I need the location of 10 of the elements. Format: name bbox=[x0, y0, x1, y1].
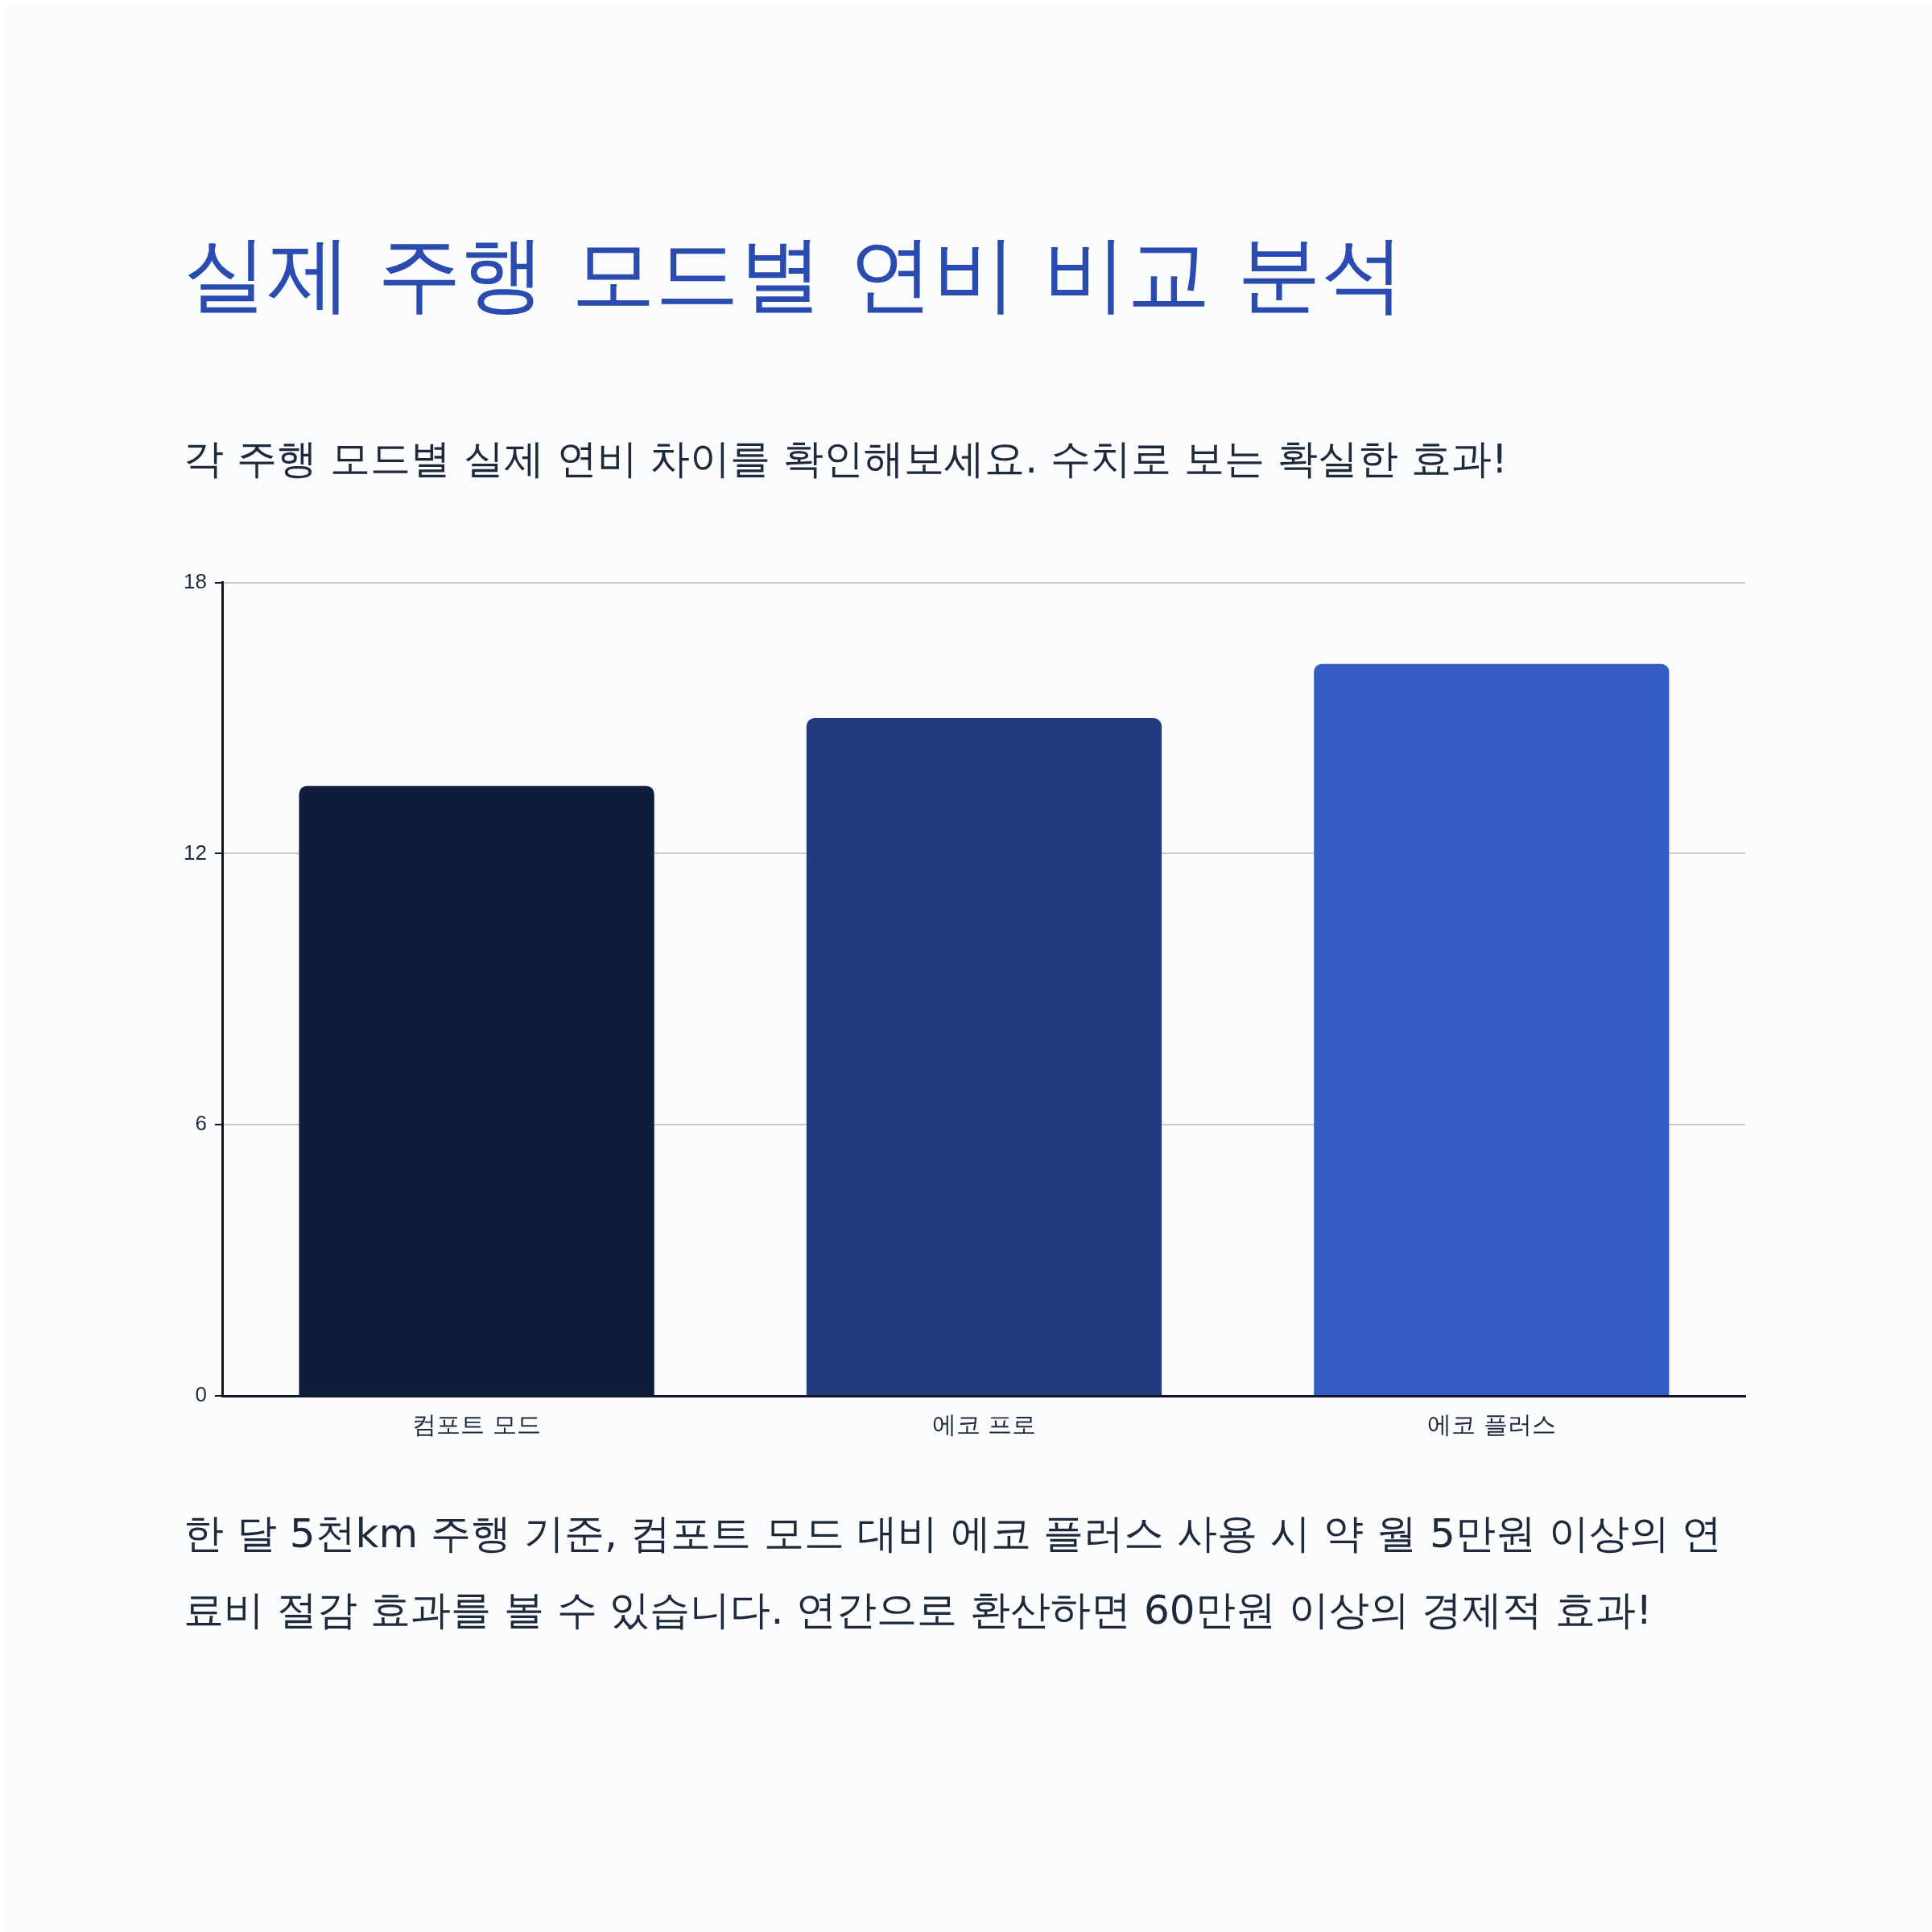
x-tick-label: 에코 프로 bbox=[931, 1410, 1037, 1439]
x-tick-label: 컴포트 모드 bbox=[412, 1410, 541, 1439]
y-tick-label: 6 bbox=[195, 1111, 207, 1136]
x-tick-label: 에코 플러스 bbox=[1427, 1410, 1556, 1439]
chart-subtitle: 각 주행 모드별 실제 연비 차이를 확인해보세요. 수치로 보는 확실한 효과! bbox=[184, 434, 1509, 484]
y-tick-label: 0 bbox=[195, 1381, 207, 1406]
chart-title: 실제 주행 모드별 연비 비교 분석 bbox=[184, 224, 1406, 324]
text: 한 달 5천km 주행 기준, 컴포트 모드 대비 에코 플러스 사용 시 약 월 5만원 이상의 연료비 절감 효과를 볼 수 있습니다. 연간으로 환산하면 60만원 이상의 경제적 효과! bbox=[184, 1509, 1724, 1635]
y-tick-label: 12 bbox=[184, 840, 207, 865]
y-tick-label: 18 bbox=[184, 568, 207, 593]
